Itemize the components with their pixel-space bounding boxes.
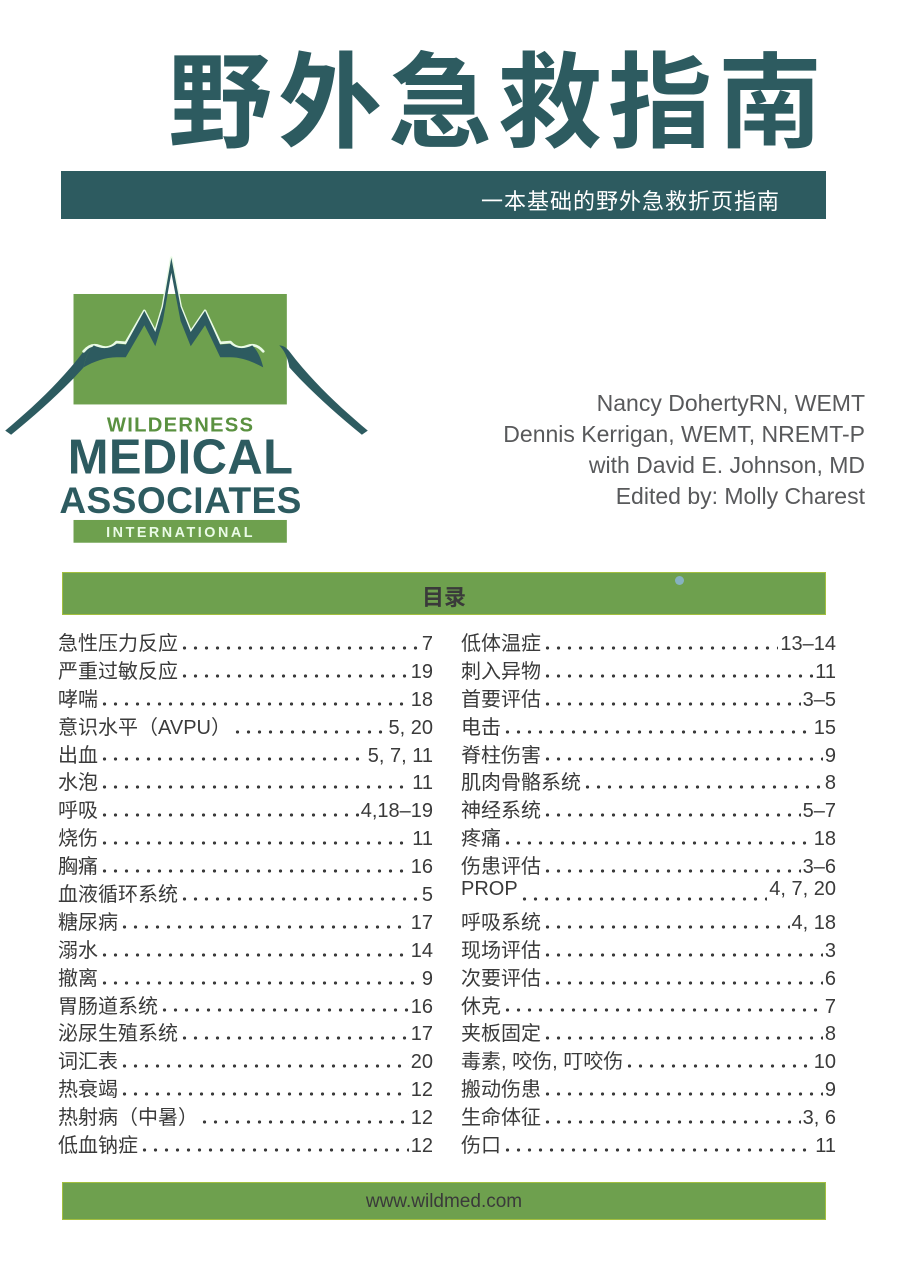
svg-text:MEDICAL: MEDICAL [68, 431, 294, 485]
svg-text:ASSOCIATES: ASSOCIATES [59, 479, 302, 521]
svg-text:INTERNATIONAL: INTERNATIONAL [106, 525, 255, 541]
